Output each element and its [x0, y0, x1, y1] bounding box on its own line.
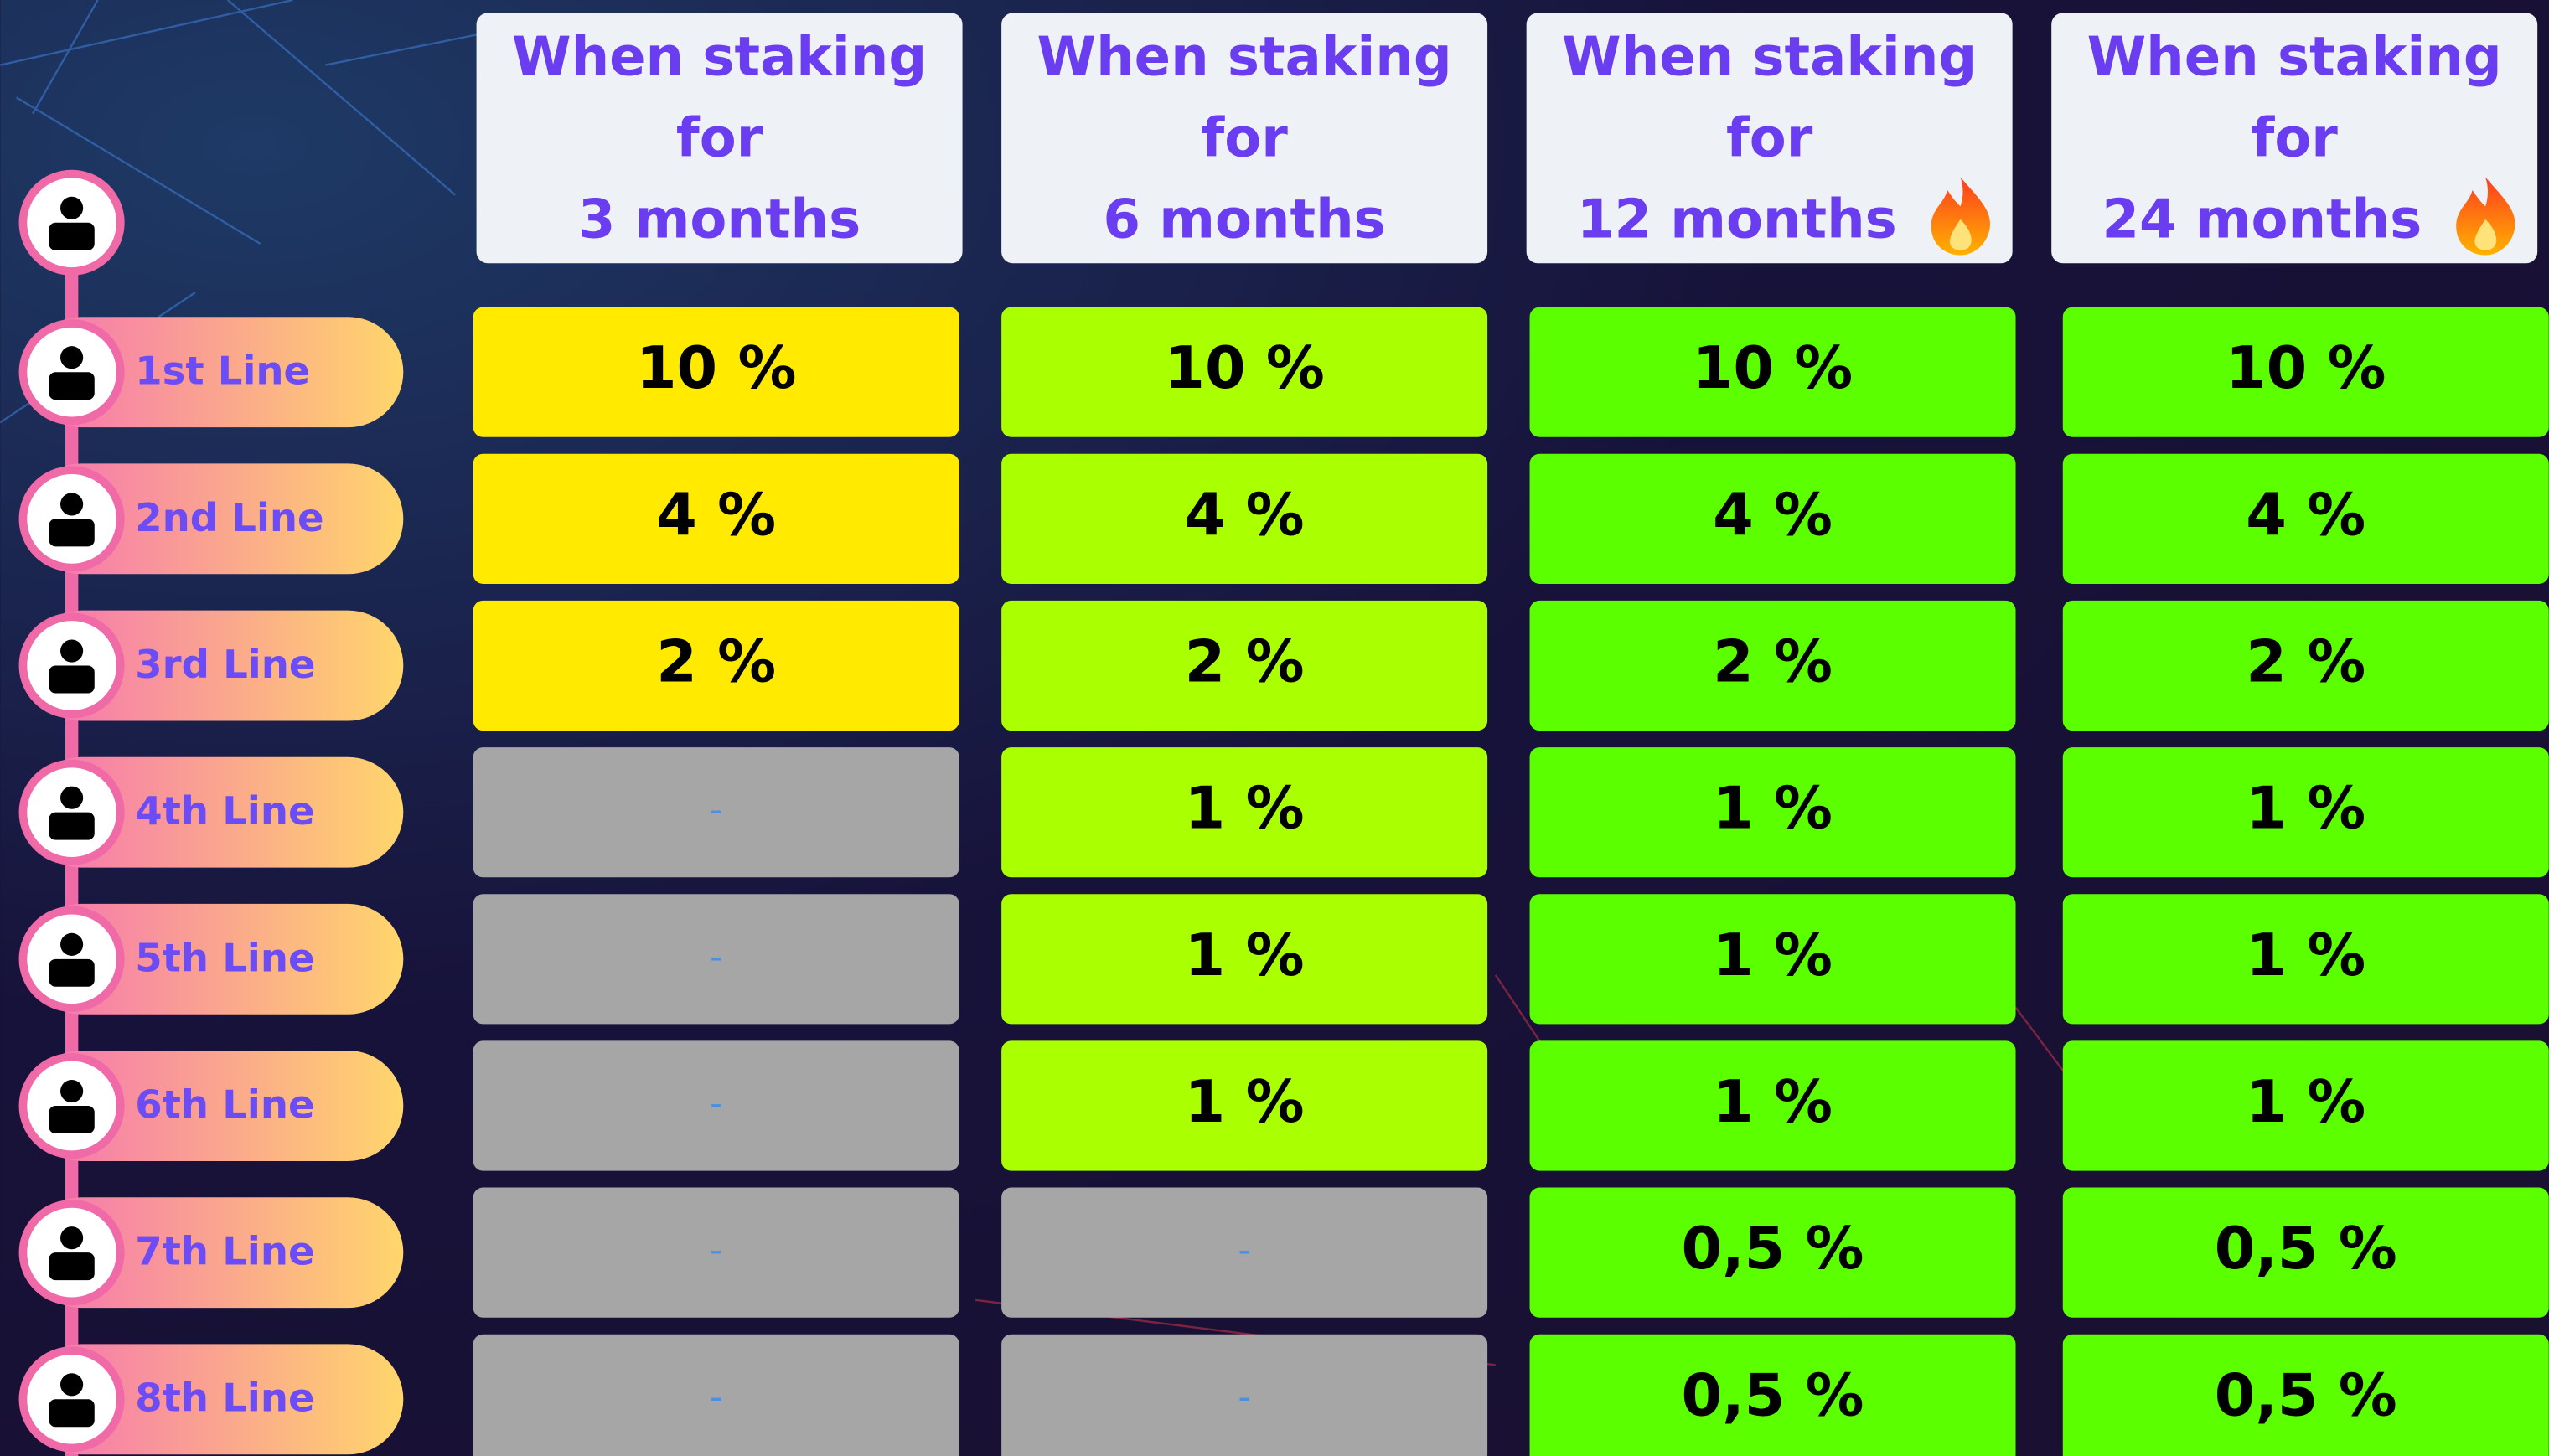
cell-value: 1 % [2246, 922, 2365, 989]
person-icon [23, 911, 120, 1008]
person-icon [23, 1350, 120, 1448]
header-text: When staking [1562, 26, 1977, 88]
cell-value: 1 % [1185, 775, 1305, 843]
person-icon [23, 1204, 120, 1301]
cell-value: 2 % [2246, 628, 2365, 696]
cell-value: 10 % [1693, 334, 1853, 402]
header-text: for [1726, 107, 1813, 169]
header-text: 6 months [1103, 188, 1385, 250]
cell-value: 1 % [1185, 1068, 1305, 1136]
header-text: When staking [1037, 26, 1452, 88]
cell-value: - [710, 1376, 722, 1418]
line-label: 1st Line [135, 349, 310, 394]
line-label: 2nd Line [135, 495, 323, 540]
cell-value: 10 % [1164, 334, 1324, 402]
infographic: 1st Line 10 % 10 % 10 % 10 % 2nd Line 4 % 4 % 4 … [0, 0, 2549, 1456]
person-icon [23, 763, 120, 860]
line-label: 8th Line [135, 1376, 314, 1421]
line-label: 6th Line [135, 1082, 314, 1127]
cell-value: 10 % [636, 334, 796, 402]
header-text: 3 months [578, 188, 861, 250]
cell-value: 1 % [2246, 1068, 2365, 1136]
header-text: for [2251, 107, 2338, 169]
person-icon [23, 1057, 120, 1154]
cell-value: - [710, 936, 722, 978]
cell-value: 1 % [1185, 922, 1305, 989]
cell-value: 4 % [656, 481, 776, 549]
person-icon [23, 617, 120, 714]
cell-value: 1 % [1713, 922, 1833, 989]
cell-value: - [1238, 1230, 1250, 1272]
person-icon [23, 323, 120, 421]
cell-value: - [710, 1082, 722, 1124]
person-icon [23, 470, 120, 567]
header-text: 24 months [2102, 188, 2422, 250]
line-label: 5th Line [135, 935, 314, 980]
line-label: 4th Line [135, 788, 314, 834]
cell-value: - [1238, 1376, 1250, 1418]
cell-value: 1 % [2246, 775, 2365, 843]
page: 1st Line 10 % 10 % 10 % 10 % 2nd Line 4 % 4 % 4 … [0, 0, 2549, 1456]
cell-value: 0,5 % [2215, 1361, 2397, 1429]
header-text: for [1201, 107, 1288, 169]
cell-value: 10 % [2226, 334, 2386, 402]
header-text: for [676, 107, 763, 169]
cell-value: 2 % [1713, 628, 1833, 696]
cell-value: 4 % [1185, 481, 1305, 549]
line-label: 3rd Line [135, 642, 315, 687]
cell-value: 2 % [1185, 628, 1305, 696]
cell-value: - [710, 1230, 722, 1272]
cell-value: 4 % [1713, 481, 1833, 549]
cell-value: 1 % [1713, 1068, 1833, 1136]
top-icon [23, 174, 120, 271]
cell-value: - [710, 789, 722, 831]
cell-value: 0,5 % [2215, 1215, 2397, 1283]
cell-value: 0,5 % [1682, 1215, 1864, 1283]
cell-value: 4 % [2246, 481, 2365, 549]
line-label: 7th Line [135, 1229, 314, 1274]
cell-value: 1 % [1713, 775, 1833, 843]
header-text: When staking [512, 26, 927, 88]
cell-value: 2 % [656, 628, 776, 696]
cell-value: 0,5 % [1682, 1361, 1864, 1429]
header-text: 12 months [1577, 188, 1897, 250]
header-text: When staking [2087, 26, 2502, 88]
